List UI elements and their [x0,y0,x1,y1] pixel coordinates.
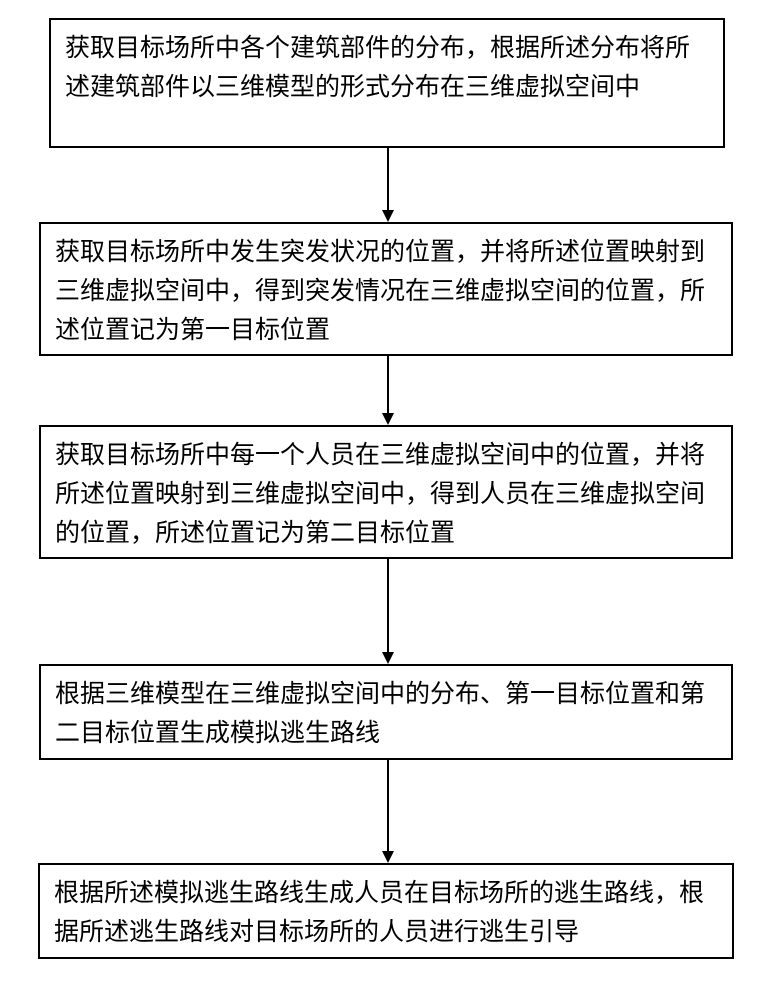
flow-step-5: 根据所述模拟逃生路线生成人员在目标场所的逃生路线，根据所述逃生路线对目标场所的人… [38,863,734,959]
arrow-4-5 [387,760,389,863]
flow-step-5-text: 根据所述模拟逃生路线生成人员在目标场所的逃生路线，根据所述逃生路线对目标场所的人… [54,875,718,953]
flow-step-3-text: 获取目标场所中每一个人员在三维虚拟空间中的位置，并将所述位置映射到三维虚拟空间中… [55,437,717,553]
flowchart-container: 获取目标场所中各个建筑部件的分布，根据所述分布将所述建筑部件以三维模型的形式分布… [0,0,772,1000]
arrow-1-2 [387,148,389,222]
flow-step-4: 根据三维模型在三维虚拟空间中的分布、第一目标位置和第二目标位置生成模拟逃生路线 [39,664,733,760]
flow-step-1: 获取目标场所中各个建筑部件的分布，根据所述分布将所述建筑部件以三维模型的形式分布… [49,18,725,148]
flow-step-2: 获取目标场所中发生突发状况的位置，并将所述位置映射到三维虚拟空间中，得到突发情况… [39,222,733,356]
arrow-2-3 [387,356,389,425]
flow-step-2-text: 获取目标场所中发生突发状况的位置，并将所述位置映射到三维虚拟空间中，得到突发情况… [55,234,717,350]
flow-step-3: 获取目标场所中每一个人员在三维虚拟空间中的位置，并将所述位置映射到三维虚拟空间中… [39,425,733,559]
flow-step-1-text: 获取目标场所中各个建筑部件的分布，根据所述分布将所述建筑部件以三维模型的形式分布… [65,30,709,108]
flow-step-4-text: 根据三维模型在三维虚拟空间中的分布、第一目标位置和第二目标位置生成模拟逃生路线 [55,676,717,754]
arrow-3-4 [387,559,389,664]
